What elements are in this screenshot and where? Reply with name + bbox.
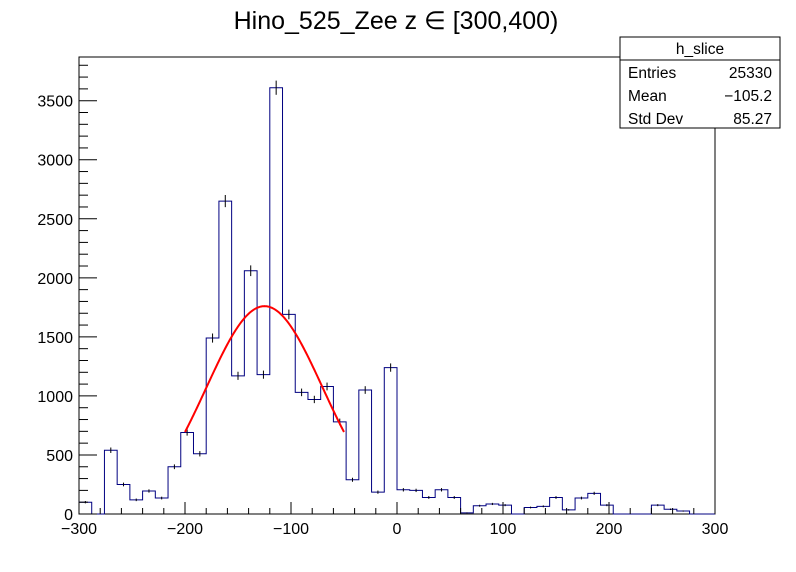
gaussian-fit-curve	[184, 305, 345, 433]
histogram-bin-2	[104, 450, 117, 514]
stats-box: h_slice Entries 25330 Mean −105.2 Std De…	[619, 36, 781, 129]
x-tick-label: 0	[393, 521, 402, 538]
histogram-bin-20	[333, 422, 346, 514]
histogram-bin-0	[79, 502, 92, 514]
histogram-bin-25	[397, 490, 410, 514]
x-tick-label: −100	[273, 521, 309, 538]
histogram-bin-41	[601, 505, 614, 514]
histogram-bin-18	[308, 399, 321, 514]
y-tick-label: 2500	[37, 212, 73, 229]
x-tick-label: −200	[167, 521, 203, 538]
y-tick-label: 1000	[37, 389, 73, 406]
histogram-bin-26	[410, 490, 423, 514]
histogram-bin-32	[486, 504, 499, 514]
x-tick-label: 100	[490, 521, 517, 538]
stats-value-mean: −105.2	[724, 88, 772, 105]
histogram-bin-12	[232, 376, 245, 514]
histogram-bin-37	[550, 497, 563, 514]
y-tick-label: 2000	[37, 271, 73, 288]
histogram-bin-40	[588, 493, 601, 514]
x-tick-label: −300	[61, 521, 97, 538]
histogram-bin-36	[537, 506, 550, 514]
histogram-bin-9	[193, 454, 206, 514]
stats-value-entries: 25330	[729, 65, 772, 82]
histogram-bin-24	[384, 368, 397, 514]
histogram-bin-35	[524, 508, 537, 514]
histogram-bin-28	[435, 490, 448, 514]
histogram-bin-21	[346, 480, 359, 514]
y-tick-label: 1500	[37, 330, 73, 347]
stats-box-frame	[619, 36, 781, 129]
chart-title: Hino_525_Zee z ∈ [300,400)	[234, 7, 559, 35]
histogram-layer	[78, 87, 715, 515]
histogram-bin-16	[283, 314, 296, 514]
histogram-bin-33	[499, 505, 512, 514]
histogram-bin-14	[257, 375, 270, 514]
y-tick-label: 3500	[37, 94, 73, 111]
histogram-bin-15	[270, 88, 283, 514]
histogram-bin-27	[422, 497, 435, 514]
histogram-bin-8	[181, 433, 194, 514]
axes-layer: −300 −200 −100 0 100 200 300050010001500200025…	[37, 64, 729, 538]
histogram-bin-31	[473, 506, 486, 514]
stats-label-std-dev: Std Dev	[628, 111, 683, 128]
histogram-bin-5	[143, 491, 156, 514]
histogram-bin-6	[155, 498, 168, 514]
histogram-bin-29	[448, 497, 461, 514]
histogram-bin-3	[117, 484, 130, 514]
histogram-bin-17	[295, 392, 308, 514]
histogram-bin-4	[130, 500, 143, 514]
error-bars-layer	[84, 80, 684, 514]
y-tick-label: 3000	[37, 153, 73, 170]
histogram-bin-23	[372, 492, 385, 514]
stats-label-mean: Mean	[628, 88, 667, 105]
stats-box-title: h_slice	[676, 41, 724, 58]
y-tick-label: 0	[64, 507, 73, 524]
histogram-bin-45	[651, 505, 664, 514]
y-tick-label: 500	[46, 448, 73, 465]
histogram-bin-7	[168, 467, 181, 514]
histogram-bin-39	[575, 498, 588, 514]
x-tick-label: 200	[596, 521, 623, 538]
histogram-bin-22	[359, 390, 372, 514]
x-tick-label: 300	[702, 521, 729, 538]
stats-value-std-dev: 85.27	[733, 111, 772, 128]
histogram-outline	[78, 87, 715, 515]
stats-label-entries: Entries	[628, 65, 676, 82]
histogram-bin-13	[244, 271, 257, 514]
